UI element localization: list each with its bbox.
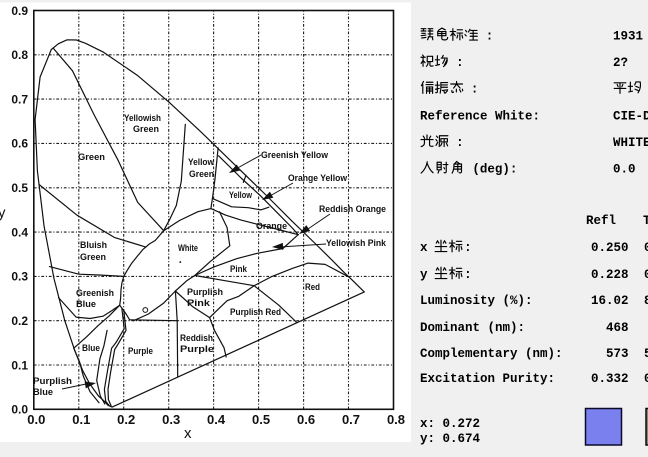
svg-text:0.5: 0.5 bbox=[11, 181, 28, 195]
svg-text:468: 468 bbox=[606, 321, 629, 335]
svg-text:Orange: Orange bbox=[256, 221, 287, 231]
svg-text::: : bbox=[456, 136, 464, 150]
svg-text:5: 5 bbox=[644, 347, 648, 361]
svg-text:0.2: 0.2 bbox=[11, 314, 28, 328]
svg-text:Pink: Pink bbox=[230, 264, 248, 274]
svg-text:0.228: 0.228 bbox=[591, 268, 629, 282]
svg-text:Bluish: Bluish bbox=[80, 240, 107, 250]
svg-text:Blue: Blue bbox=[82, 343, 100, 353]
svg-text:Greenish Yellow: Greenish Yellow bbox=[261, 150, 329, 160]
svg-text::: : bbox=[486, 30, 494, 44]
svg-text:Green: Green bbox=[78, 152, 105, 162]
svg-text:0.: 0. bbox=[644, 241, 648, 255]
svg-text:0.332: 0.332 bbox=[591, 372, 629, 386]
svg-text:Green: Green bbox=[189, 169, 214, 179]
svg-text:Blue: Blue bbox=[76, 299, 96, 309]
svg-text:8: 8 bbox=[644, 294, 648, 308]
svg-text:Greenish: Greenish bbox=[76, 288, 114, 298]
svg-text:0.7: 0.7 bbox=[11, 92, 28, 106]
svg-text:Orange Yellow: Orange Yellow bbox=[288, 173, 348, 183]
svg-text:0: 0 bbox=[644, 372, 648, 386]
svg-text:Reddish Orange: Reddish Orange bbox=[319, 204, 386, 214]
svg-text:Purplish: Purplish bbox=[187, 287, 223, 297]
svg-text:Green: Green bbox=[133, 124, 159, 134]
svg-text:0.1: 0.1 bbox=[72, 412, 90, 427]
svg-text:Yellowish Pink: Yellowish Pink bbox=[326, 238, 387, 248]
svg-text::: : bbox=[471, 83, 479, 97]
svg-text:16.02: 16.02 bbox=[591, 294, 629, 308]
svg-text:Dominant (nm):: Dominant (nm): bbox=[420, 321, 525, 335]
svg-text:1931: 1931 bbox=[613, 30, 643, 44]
svg-text:Tran: Tran bbox=[643, 214, 648, 228]
svg-text:Luminosity (%):: Luminosity (%): bbox=[420, 294, 533, 308]
svg-text:x: x bbox=[184, 425, 192, 442]
svg-text:0.2: 0.2 bbox=[117, 412, 135, 427]
svg-text:y: y bbox=[420, 268, 428, 282]
svg-text:Reddish: Reddish bbox=[180, 333, 213, 343]
svg-text:0.7: 0.7 bbox=[342, 412, 360, 427]
svg-text:2?: 2? bbox=[613, 56, 628, 70]
svg-text:Purplish Red: Purplish Red bbox=[230, 307, 281, 317]
svg-text:Green: Green bbox=[80, 252, 106, 262]
svg-text:0.4: 0.4 bbox=[207, 412, 226, 427]
svg-text:CIE-D65: CIE-D65 bbox=[613, 110, 648, 124]
svg-text:(deg):: (deg): bbox=[465, 163, 518, 177]
svg-text:0.250: 0.250 bbox=[591, 241, 629, 255]
svg-text:0.9: 0.9 bbox=[11, 4, 28, 18]
svg-text:Red: Red bbox=[305, 282, 320, 292]
svg-text:573: 573 bbox=[606, 347, 629, 361]
svg-text:White: White bbox=[178, 243, 198, 253]
svg-text:0.8: 0.8 bbox=[387, 412, 405, 427]
svg-text:Yellowish: Yellowish bbox=[124, 113, 161, 123]
svg-text:WHITE: WHITE bbox=[613, 136, 648, 150]
svg-text:Purplish: Purplish bbox=[33, 376, 72, 386]
svg-text:Purple: Purple bbox=[128, 346, 153, 356]
svg-text:Pink: Pink bbox=[187, 298, 211, 308]
svg-text:y: y bbox=[0, 205, 6, 222]
svg-text:0.0: 0.0 bbox=[613, 163, 636, 177]
svg-text:0.5: 0.5 bbox=[252, 412, 270, 427]
svg-text:Yellow: Yellow bbox=[188, 157, 215, 167]
svg-text:0.6: 0.6 bbox=[297, 412, 315, 427]
svg-text:0.6: 0.6 bbox=[11, 137, 28, 151]
svg-text:y: 0.674: y: 0.674 bbox=[420, 432, 481, 446]
svg-text:0.3: 0.3 bbox=[11, 270, 28, 284]
svg-text:0.4: 0.4 bbox=[11, 225, 28, 239]
svg-text:0.0: 0.0 bbox=[27, 412, 45, 427]
svg-text:0.1: 0.1 bbox=[11, 358, 28, 372]
svg-text::: : bbox=[464, 268, 472, 282]
svg-text:Reference White:: Reference White: bbox=[420, 110, 540, 124]
svg-text:Complementary (nm):: Complementary (nm): bbox=[420, 347, 563, 361]
svg-text:0.0: 0.0 bbox=[11, 403, 28, 417]
svg-text:x: 0.272: x: 0.272 bbox=[420, 417, 480, 431]
svg-text::: : bbox=[456, 56, 464, 70]
svg-text::: : bbox=[464, 241, 472, 255]
svg-text:Refl: Refl bbox=[586, 214, 616, 228]
svg-text:0.: 0. bbox=[644, 268, 648, 282]
svg-text:Purple: Purple bbox=[180, 344, 214, 354]
svg-text:0.8: 0.8 bbox=[11, 48, 28, 62]
svg-text:x: x bbox=[420, 241, 428, 255]
svg-text:Blue: Blue bbox=[33, 387, 53, 397]
svg-text:Excitation Purity:: Excitation Purity: bbox=[420, 372, 555, 386]
svg-text:0.3: 0.3 bbox=[162, 412, 180, 427]
svg-text:Yellow: Yellow bbox=[229, 190, 253, 200]
